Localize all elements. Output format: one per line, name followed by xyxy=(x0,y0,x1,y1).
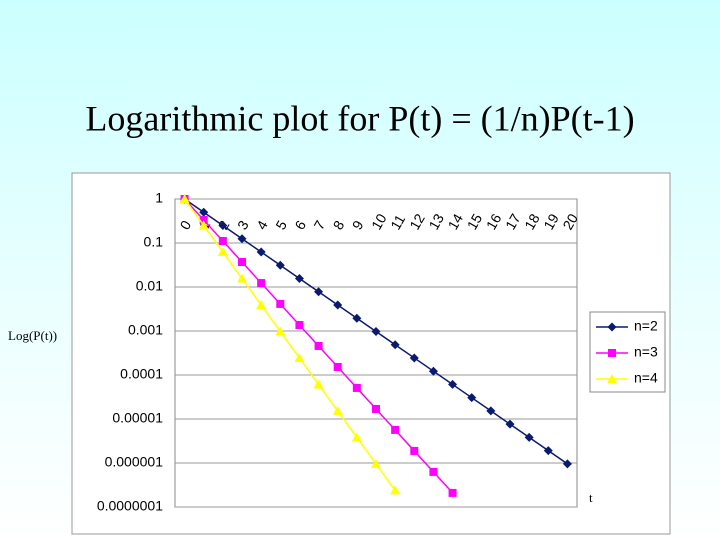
x-tick-label: 17 xyxy=(502,211,524,233)
data-point xyxy=(372,404,380,413)
x-tick-label: 12 xyxy=(406,211,428,233)
x-tick-label: 20 xyxy=(559,211,581,233)
data-point xyxy=(313,379,324,389)
series-line xyxy=(183,198,396,491)
data-point xyxy=(218,220,228,230)
data-point xyxy=(314,287,324,297)
data-point xyxy=(351,432,362,442)
data-point xyxy=(295,320,304,329)
x-axis-label: t xyxy=(589,490,593,505)
data-point xyxy=(371,326,381,336)
data-point xyxy=(410,446,419,455)
legend-marker xyxy=(608,349,616,357)
data-point xyxy=(198,220,209,230)
y-tick-label: 0.000001 xyxy=(105,454,164,470)
x-tick-label: 15 xyxy=(464,211,486,233)
data-point xyxy=(352,383,361,392)
legend-label: n=2 xyxy=(634,318,658,334)
data-point xyxy=(428,366,438,376)
data-point xyxy=(332,405,343,415)
data-point xyxy=(333,362,342,371)
y-tick-label: 1 xyxy=(155,190,163,206)
y-tick-label: 0.0000001 xyxy=(97,498,163,514)
data-point xyxy=(275,260,285,270)
x-tick-label: 13 xyxy=(425,211,447,233)
y-tick-label: 0.1 xyxy=(144,234,164,250)
y-tick-label: 0.00001 xyxy=(112,410,163,426)
data-point xyxy=(276,299,285,308)
legend-marker xyxy=(607,322,617,332)
x-tick-label: 14 xyxy=(445,211,467,233)
data-point xyxy=(314,341,323,350)
chart-title: Logarithmic plot for P(t) = (1/n)P(t-1) xyxy=(85,98,634,138)
data-point xyxy=(429,467,438,476)
data-point xyxy=(179,194,190,203)
data-point xyxy=(237,234,247,244)
data-point xyxy=(217,246,228,256)
data-point xyxy=(543,446,553,456)
data-point xyxy=(448,379,458,389)
plot-area xyxy=(174,198,578,508)
legend-label: n=4 xyxy=(634,370,658,386)
data-point xyxy=(294,273,304,283)
x-tick-label: 19 xyxy=(540,211,562,233)
data-point xyxy=(391,425,400,434)
data-point xyxy=(371,458,381,468)
legend-label: n=3 xyxy=(634,344,658,360)
data-point xyxy=(467,393,477,403)
data-point xyxy=(257,279,266,288)
data-point xyxy=(409,353,419,363)
data-point xyxy=(390,340,400,350)
y-axis-label: Log(P(t)) xyxy=(8,328,57,343)
data-point xyxy=(524,432,534,442)
data-point xyxy=(352,313,362,323)
data-point xyxy=(218,237,227,246)
y-tick-label: 0.01 xyxy=(136,278,163,294)
data-point xyxy=(256,247,266,257)
data-point xyxy=(199,207,209,217)
data-point xyxy=(237,273,247,283)
data-point xyxy=(448,488,457,497)
data-point xyxy=(486,406,496,416)
y-tick-label: 0.0001 xyxy=(120,366,163,382)
x-tick-label: 18 xyxy=(521,211,543,233)
data-point xyxy=(275,326,286,336)
data-point xyxy=(238,257,246,266)
data-point xyxy=(256,299,267,309)
data-point xyxy=(562,459,572,469)
x-tick-label: 11 xyxy=(387,212,408,233)
y-tick-label: 0.001 xyxy=(128,322,163,338)
x-tick-label: 10 xyxy=(368,211,390,233)
data-point xyxy=(505,419,515,429)
legend-marker xyxy=(607,374,617,383)
data-point xyxy=(199,216,208,225)
data-point xyxy=(333,300,343,310)
x-tick-label: 16 xyxy=(483,211,505,233)
data-point xyxy=(294,352,305,362)
data-point xyxy=(390,485,401,495)
